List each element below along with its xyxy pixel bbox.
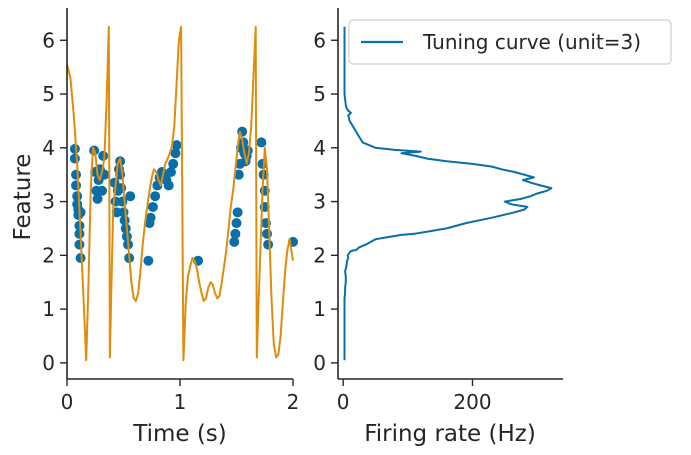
- y-tick-label: 5: [313, 82, 326, 106]
- y-tick-label: 1: [313, 297, 326, 321]
- spike-point: [150, 191, 161, 202]
- spike-point: [147, 201, 158, 212]
- spike-point: [256, 137, 267, 148]
- spike-point: [168, 158, 179, 169]
- y-tick-label: 1: [42, 297, 55, 321]
- right-panel: 0 1 2 3 4 5 6 0 200 Firing rate (Hz) Tuning curv…: [313, 8, 672, 447]
- y-tick-label: 2: [42, 243, 55, 267]
- spike-point: [170, 148, 181, 159]
- spike-point: [125, 191, 136, 202]
- spike-point: [231, 218, 242, 229]
- y-tick-label: 3: [313, 190, 326, 214]
- y-tick-label: 0: [42, 351, 55, 375]
- y-tick-label: 2: [313, 243, 326, 267]
- left-ticks: 0 1 2 3 4 5 6 0 1 2: [42, 28, 299, 414]
- spike-point: [75, 253, 86, 264]
- spike-point: [163, 180, 174, 191]
- x-tick-label: 200: [453, 390, 491, 414]
- spike-point: [69, 153, 80, 164]
- feature-trajectory-line: [66, 25, 294, 362]
- x-tick-label: 1: [174, 390, 187, 414]
- y-tick-label: 6: [313, 28, 326, 52]
- y-tick-label: 0: [313, 351, 326, 375]
- left-plot-marks: [66, 25, 298, 362]
- spike-point: [165, 166, 176, 177]
- left-x-axis-label: Time (s): [132, 421, 227, 447]
- spike-point: [98, 150, 109, 161]
- spike-point: [74, 228, 85, 239]
- y-tick-label: 4: [42, 136, 55, 160]
- legend: Tuning curve (unit=3): [348, 19, 672, 65]
- legend-label: Tuning curve (unit=3): [422, 30, 641, 54]
- spike-point: [233, 169, 244, 180]
- spike-point: [120, 223, 131, 234]
- y-tick-label: 4: [313, 136, 326, 160]
- spike-point: [97, 185, 108, 196]
- left-panel: 0 1 2 3 4 5 6 0 1 2 Time (s) Feature: [10, 8, 299, 447]
- right-x-axis-label: Firing rate (Hz): [364, 421, 536, 447]
- spike-point: [75, 207, 86, 218]
- spike-point: [92, 193, 103, 204]
- y-tick-label: 3: [42, 190, 55, 214]
- y-tick-label: 5: [42, 82, 55, 106]
- x-tick-label: 0: [61, 390, 74, 414]
- left-y-axis-label: Feature: [10, 154, 36, 241]
- spike-point: [145, 212, 156, 223]
- spike-point: [229, 236, 240, 247]
- spike-point: [232, 207, 243, 218]
- spike-point: [262, 228, 273, 239]
- spike-point: [69, 143, 80, 154]
- spike-point: [74, 239, 85, 250]
- y-tick-label: 6: [42, 28, 55, 52]
- spike-point: [263, 239, 274, 250]
- spike-point: [143, 255, 154, 266]
- right-plot-marks: [343, 26, 553, 361]
- spike-point: [230, 228, 241, 239]
- spike-point: [71, 180, 82, 191]
- spike-point: [71, 169, 82, 180]
- x-tick-label: 2: [287, 390, 300, 414]
- right-ticks: 0 1 2 3 4 5 6 0 200: [313, 28, 491, 414]
- legend-box: [348, 19, 672, 65]
- x-tick-label: 0: [337, 390, 350, 414]
- tuning-curve-line: [343, 26, 553, 361]
- spike-point: [171, 140, 182, 151]
